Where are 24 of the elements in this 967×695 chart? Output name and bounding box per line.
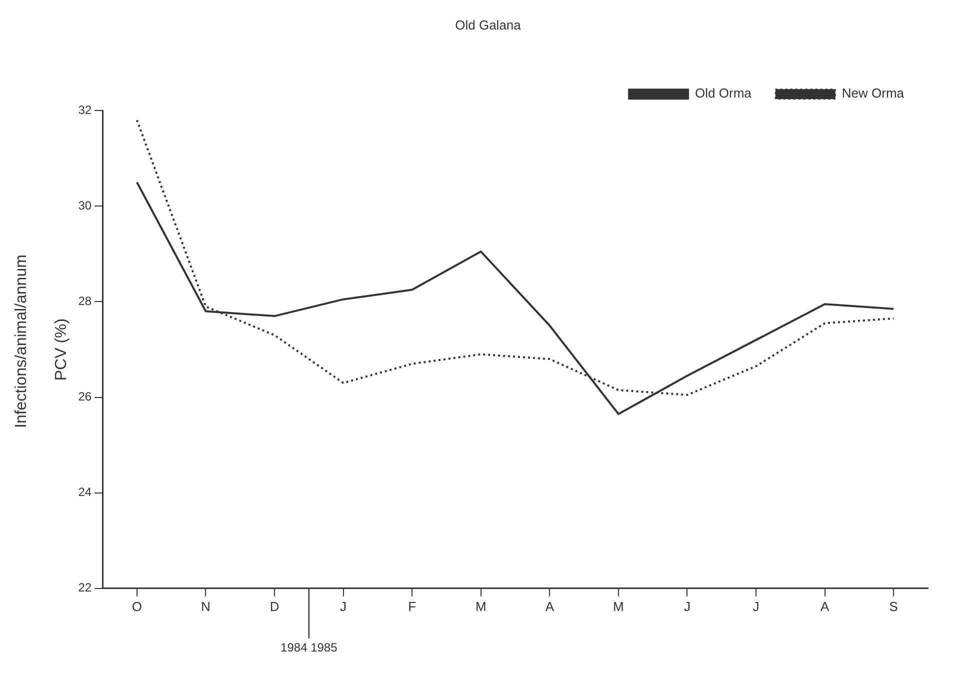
x-tick-label: O (132, 598, 142, 614)
y-tick-label: 30 (78, 198, 92, 212)
x-tick-label: J (752, 598, 760, 614)
x-tick-label: J (340, 598, 347, 614)
x-tick-label: S (889, 598, 898, 614)
text: 1984 1985 (280, 640, 338, 655)
y-tick-label: 22 (78, 580, 92, 595)
legend-label: Old Orma (695, 86, 752, 101)
x-tick-label: D (270, 598, 280, 614)
text: Infections/animal/annum (13, 254, 30, 428)
legend-label: New Orma (842, 86, 905, 101)
y-tick-label: 24 (78, 485, 92, 500)
y-tick-label: 32 (78, 102, 92, 117)
y-axis-title: PCV (%) (53, 318, 70, 381)
x-tick-label: A (545, 598, 554, 614)
x-tick-label: A (820, 598, 830, 614)
y-tick-label: 28 (78, 294, 92, 308)
x-tick-label: M (613, 598, 624, 614)
x-tick-label: F (408, 598, 416, 614)
chart-title: Old Galana (455, 17, 522, 32)
x-tick-label: N (201, 598, 210, 614)
y-tick-label: 26 (78, 390, 92, 404)
x-tick-label: J (684, 598, 690, 614)
x-tick-label: M (475, 598, 486, 614)
